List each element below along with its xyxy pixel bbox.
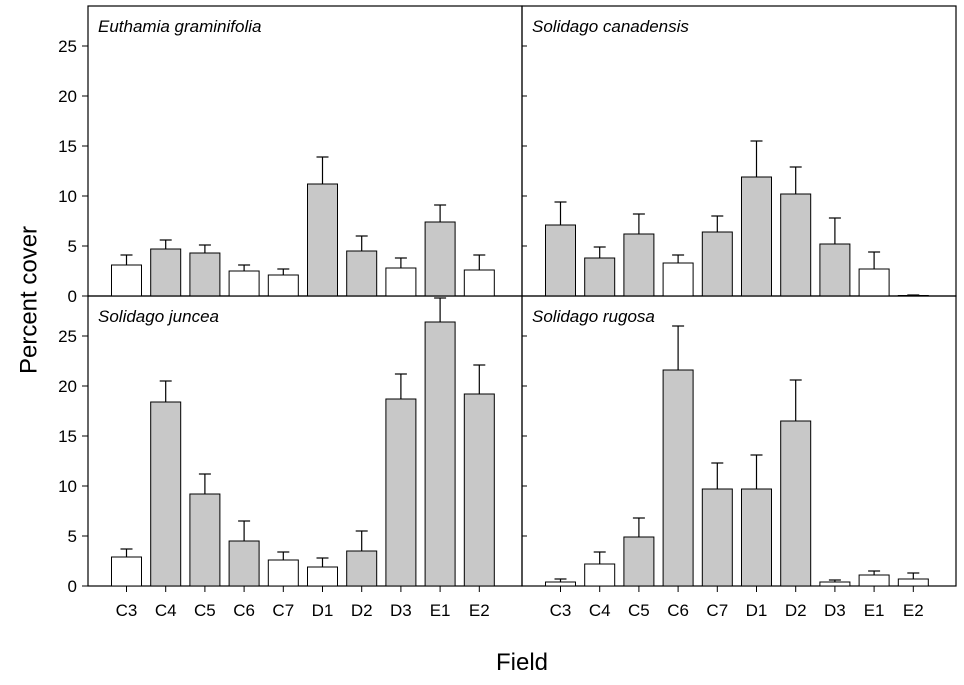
- x-tick-label: D2: [351, 601, 373, 620]
- bar-c5: [189, 493, 221, 587]
- x-tick-label: E2: [903, 601, 924, 620]
- bar-d2: [346, 250, 378, 297]
- x-tick-label: E1: [864, 601, 885, 620]
- x-tick-label: C7: [706, 601, 728, 620]
- x-tick-label: C3: [116, 601, 138, 620]
- bar-c3: [111, 264, 142, 297]
- x-tick-label: E1: [430, 601, 451, 620]
- panel-title: Solidago rugosa: [532, 307, 655, 326]
- x-tick-label: D3: [390, 601, 412, 620]
- y-tick-label: 20: [58, 377, 77, 396]
- panel-title: Solidago juncea: [98, 307, 219, 326]
- y-tick-label: 5: [68, 237, 77, 256]
- y-tick-label: 25: [58, 37, 77, 56]
- y-tick-label: 5: [68, 527, 77, 546]
- bar-e2: [897, 578, 929, 587]
- bar-d3: [819, 581, 851, 587]
- bar-d1: [741, 176, 772, 297]
- bar-d1: [741, 488, 772, 587]
- bar-c7: [267, 274, 299, 297]
- bar-c7: [267, 559, 299, 587]
- x-tick-label: C6: [233, 601, 255, 620]
- bar-c4: [584, 257, 616, 297]
- panel-frame: [521, 5, 957, 297]
- y-tick-label: 10: [58, 187, 77, 206]
- bar-d3: [819, 243, 851, 297]
- bar-c6: [228, 270, 260, 297]
- panel-3: Solidago juncea 0 5 10 15 20 25 C3 C4 C5 C6 C7 D1 D2 D…: [58, 295, 523, 620]
- x-tick-label: C4: [589, 601, 611, 620]
- x-tick-label: D1: [746, 601, 768, 620]
- x-axis-title: Field: [496, 649, 548, 676]
- y-tick-label: 15: [58, 427, 77, 446]
- x-tick-label: C6: [667, 601, 689, 620]
- bar-c6: [662, 369, 694, 587]
- y-tick-label: 10: [58, 477, 77, 496]
- bar-c3: [545, 224, 576, 297]
- bar-d2: [780, 193, 812, 297]
- bar-d2: [346, 550, 378, 587]
- bar-e1: [424, 321, 456, 587]
- x-tick-label: D3: [824, 601, 846, 620]
- bar-d1: [307, 183, 338, 297]
- panel-title: Solidago canadensis: [532, 17, 689, 36]
- x-tick-label: D2: [785, 601, 807, 620]
- panel-2: Solidago canadensis: [521, 5, 957, 297]
- bar-d3: [385, 267, 417, 297]
- bar-c6: [662, 262, 694, 297]
- bar-c4: [150, 248, 182, 297]
- bar-e2: [463, 393, 495, 587]
- panel-1: Euthamia graminifolia 0 5 10 15 20 25: [58, 5, 523, 306]
- y-tick-label: 15: [58, 137, 77, 156]
- bar-e1: [424, 221, 456, 297]
- bar-c7: [701, 488, 733, 587]
- panels-group: Euthamia graminifolia0510152025Solidago …: [58, 5, 957, 620]
- bar-c7: [701, 231, 733, 297]
- y-tick-label: 25: [58, 327, 77, 346]
- x-tick-label: C5: [628, 601, 650, 620]
- bar-e1: [858, 268, 890, 297]
- x-tick-label: C4: [155, 601, 177, 620]
- y-tick-label: 0: [68, 287, 77, 306]
- y-axis-title: Percent cover: [15, 226, 42, 374]
- panel-title: Euthamia graminifolia: [98, 17, 261, 36]
- bar-d2: [780, 420, 812, 587]
- x-tick-label: E2: [469, 601, 490, 620]
- bar-d3: [385, 398, 417, 587]
- bar-c4: [150, 401, 182, 587]
- bar-c6: [228, 540, 260, 587]
- x-tick-label: C3: [550, 601, 572, 620]
- x-tick-label: D1: [312, 601, 334, 620]
- bar-c5: [189, 252, 221, 297]
- y-tick-label: 20: [58, 87, 77, 106]
- x-tick-label: C7: [272, 601, 294, 620]
- bar-c4: [584, 563, 616, 587]
- x-tick-label: C5: [194, 601, 216, 620]
- bar-c3: [111, 556, 142, 587]
- bar-e1: [858, 574, 890, 587]
- bar-c3: [545, 581, 576, 587]
- bar-e2: [463, 269, 495, 297]
- panel-4: Solidago rugosa C3 C4 C5 C6 C7 D1 D2 D3 E1 E2: [521, 295, 957, 620]
- bar-c5: [623, 536, 655, 587]
- y-tick-label: 0: [68, 577, 77, 596]
- panel-frame: [521, 295, 957, 587]
- bar-c5: [623, 233, 655, 297]
- bar-d1: [307, 566, 338, 587]
